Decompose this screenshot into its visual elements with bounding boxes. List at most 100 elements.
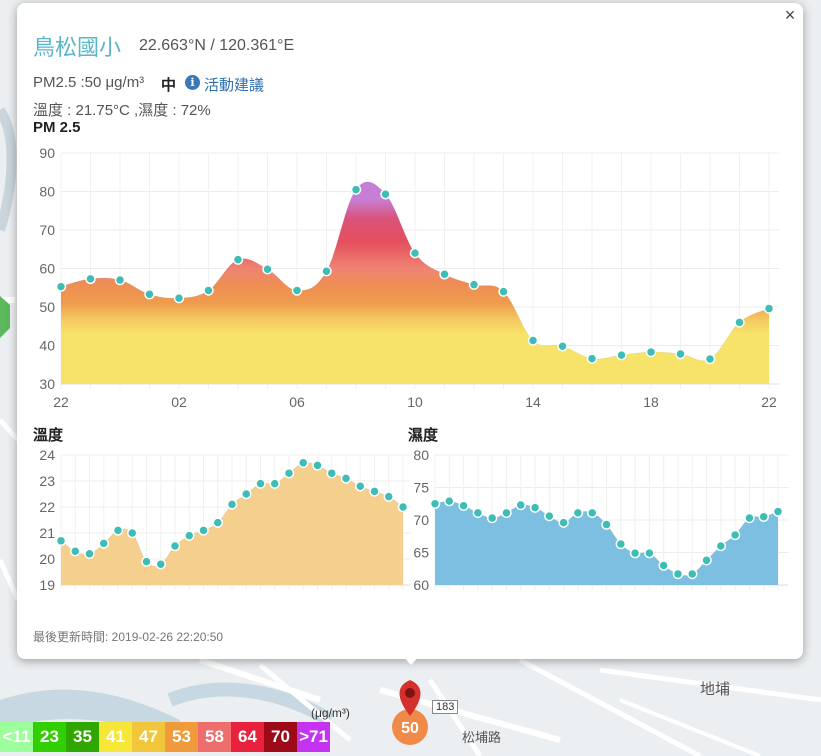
y-tick-label: 80 [39,184,55,200]
legend-item: 41 [99,722,132,752]
x-tick-label: 22 [761,394,777,410]
y-tick-label: 90 [39,145,55,161]
legend-item: 58 [198,722,231,752]
data-point [269,478,280,489]
data-point [486,512,498,524]
adjacent-marker[interactable] [0,296,10,338]
legend-item: 47 [132,722,165,752]
x-tick-label: 02 [171,394,187,410]
legend-item: >71 [297,722,330,752]
y-tick-label: 30 [39,376,55,392]
data-point [144,289,155,300]
pm25-chart-title: PM 2.5 [33,119,81,136]
station-coordinates: 22.663°N / 120.361°E [139,37,295,54]
data-point [169,540,181,552]
data-point [112,525,124,536]
legend-item: 64 [231,722,264,752]
legend-item: 70 [264,722,297,752]
data-point [616,349,627,361]
station-name: 鳥松國小 [33,35,122,60]
data-point [701,555,712,566]
data-point [644,547,655,559]
data-point [515,499,526,511]
weather-reading: 溫度 : 21.75°C ,濕度 : 72% [33,102,211,119]
data-point [141,556,152,567]
y-tick-label: 40 [39,338,55,354]
humidity-chart-title: 濕度 [408,427,439,444]
data-point [763,303,775,314]
data-point [340,473,352,484]
data-point [198,525,209,536]
x-tick-label: 10 [407,394,423,410]
route-badge: 183 [432,700,459,714]
series-area [435,501,778,585]
data-point [85,273,96,285]
data-point [173,292,185,304]
y-tick-label: 20 [39,551,55,567]
temperature-chart: 19 20 21 22 23 24 [39,447,410,593]
data-point [98,538,109,549]
data-point [444,495,455,507]
close-button[interactable]: × [784,5,796,25]
x-tick-label: 14 [525,394,541,410]
y-tick-label: 60 [413,577,429,593]
data-point [114,274,126,286]
pm25-reading: PM2.5 :50 μg/m³ [33,74,145,91]
data-point [409,247,421,259]
station-marker[interactable]: 50 [391,676,429,746]
data-point [350,184,362,195]
data-point [529,502,541,513]
data-point [84,548,95,560]
pm25-level: 中 [161,77,177,94]
data-point [312,460,323,471]
data-point [715,540,727,552]
data-point [675,348,686,360]
data-point [558,517,569,528]
data-point [772,506,784,517]
y-tick-label: 80 [413,447,429,463]
map-road-label: 松埔路 [462,730,502,745]
humidity-chart: 60 65 70 75 80 [413,447,788,593]
data-point [203,285,214,296]
activity-advice-link[interactable]: 活動建議 [204,77,265,94]
y-tick-label: 22 [39,499,55,515]
data-point [241,488,252,500]
data-point [255,478,266,489]
data-point [501,507,512,519]
series-area [61,462,403,585]
y-tick-label: 70 [39,222,55,238]
y-tick-label: 75 [413,480,429,496]
data-point [212,517,223,528]
data-point [572,507,584,519]
pm25-legend: <11 23 35 41 47 53 58 64 70 >71 [0,722,330,752]
x-tick-label: 06 [289,394,305,410]
data-point [734,317,745,328]
data-point [645,346,657,358]
data-point [429,498,441,509]
data-point [291,285,303,296]
data-point [458,500,469,511]
data-point [226,499,238,510]
data-point [184,530,195,541]
data-point [383,491,394,502]
y-tick-label: 65 [413,545,429,561]
legend-unit: (μg/m³) [311,706,350,720]
data-point [658,560,669,571]
data-point [704,353,716,365]
pm25-chart: 30 40 50 60 70 80 90 22 02 06 10 14 18 22 [39,145,779,410]
data-point [127,527,138,539]
data-point [601,519,612,530]
data-point [472,507,484,519]
y-tick-label: 23 [39,473,55,489]
data-point [369,486,380,497]
info-icon[interactable]: i [185,75,200,90]
data-point [380,188,391,200]
data-point [586,507,598,519]
data-point [155,558,166,570]
legend-item: 35 [66,722,99,752]
data-point [687,568,698,580]
data-point [729,529,741,541]
data-point [55,281,67,292]
data-point [557,341,568,352]
series-area [61,181,769,384]
